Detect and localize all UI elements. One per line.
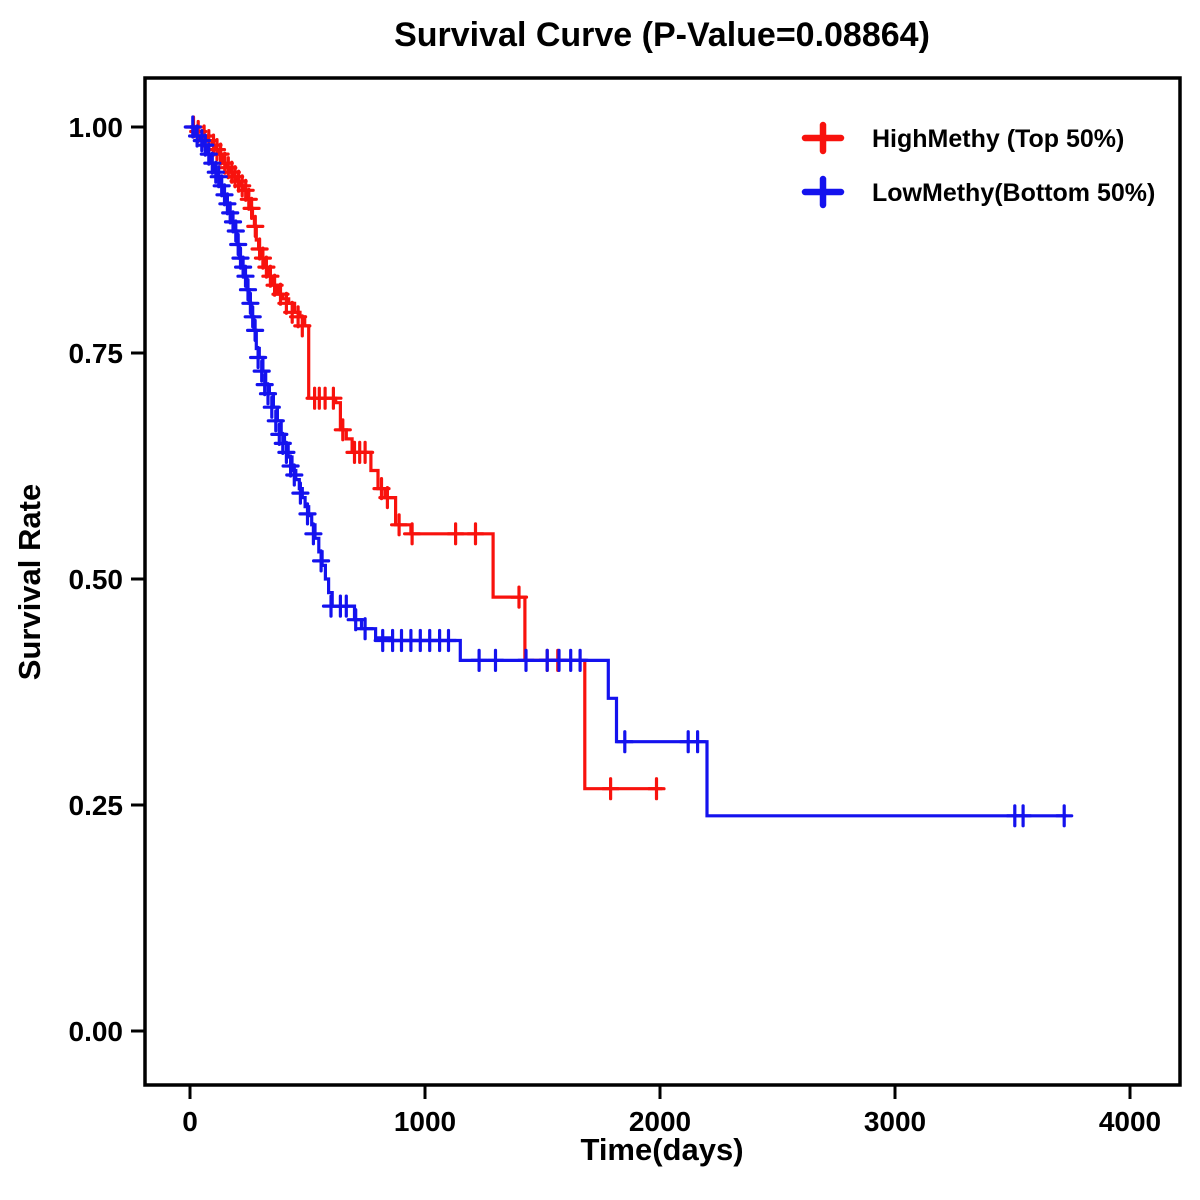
censor-mark	[1014, 804, 1033, 828]
censor-mark	[241, 291, 260, 315]
censor-mark	[255, 373, 274, 397]
plot-frame	[143, 76, 1182, 1087]
censor-mark	[615, 730, 634, 754]
censor-mark	[486, 648, 505, 672]
censor-mark	[647, 777, 666, 801]
censor-mark	[253, 246, 272, 270]
censor-mark	[378, 486, 397, 510]
x-tick-label: 1000	[394, 1106, 456, 1137]
censor-mark	[249, 345, 268, 370]
censor-mark	[239, 187, 258, 211]
censor-mark	[246, 318, 265, 342]
x-axis-label: Time(days)	[580, 1132, 743, 1167]
censor-mark	[209, 165, 228, 189]
censor-mark	[324, 386, 343, 410]
censor-mark	[234, 255, 253, 279]
censor-mark	[439, 628, 458, 653]
censor-mark	[243, 305, 262, 329]
censor-mark	[403, 522, 422, 546]
censor-mark	[293, 314, 312, 338]
censor-mark	[221, 201, 240, 225]
censor-mark	[236, 264, 255, 288]
legend: HighMethy (Top 50%) LowMethy(Bottom 50%)	[801, 121, 1155, 209]
legend-label-highmethy: HighMethy (Top 50%)	[872, 125, 1124, 153]
curves-layer	[183, 115, 1074, 828]
censor-mark	[356, 440, 375, 464]
censor-mark	[252, 359, 271, 383]
censor-mark	[242, 196, 261, 220]
censor-mark	[238, 278, 258, 302]
censor-mark	[229, 232, 248, 257]
survival-curve	[190, 125, 1067, 818]
y-tick-label: 0.25	[69, 790, 124, 821]
censor-mark	[285, 463, 304, 487]
censor-mark	[1055, 804, 1074, 828]
censor-mark	[218, 192, 237, 216]
censor-mark	[390, 513, 409, 537]
censor-mark	[231, 246, 250, 270]
x-tick-label: 0	[182, 1106, 198, 1137]
x-tick-label: 4000	[1099, 1106, 1161, 1137]
censor-mark	[446, 522, 465, 546]
y-tick-label: 0.75	[69, 338, 124, 369]
censor-mark	[466, 522, 485, 546]
censor-mark	[258, 382, 278, 406]
censor-mark	[206, 160, 225, 184]
censor-mark	[337, 594, 356, 618]
x-tick-label: 3000	[864, 1106, 926, 1137]
censor-mark	[688, 730, 707, 754]
x-axis-ticks: 0 1000 2000 3000 4000	[182, 1085, 1161, 1137]
x-tick-label: 2000	[629, 1106, 691, 1137]
y-axis-ticks: 1.00 0.75 0.50 0.25 0.00	[69, 112, 145, 1047]
censor-mark	[212, 174, 231, 198]
censor-mark	[470, 648, 489, 672]
y-tick-label: 1.00	[69, 112, 124, 143]
censor-mark	[346, 608, 365, 632]
censor-mark	[601, 777, 620, 801]
censor-mark	[277, 440, 296, 464]
legend-key-lowmethy-plus-icon	[801, 175, 845, 209]
censor-mark	[250, 237, 269, 261]
censor-mark	[262, 395, 281, 419]
legend-label-lowmethy: LowMethy(Bottom 50%)	[872, 179, 1155, 207]
censor-mark	[333, 418, 352, 442]
censor-mark	[246, 214, 265, 238]
censor-mark	[215, 183, 234, 207]
censor-mark	[291, 481, 310, 505]
y-axis-label: Survival Rate	[12, 484, 47, 680]
censor-mark	[356, 617, 375, 641]
censor-mark	[312, 549, 331, 573]
censor-mark	[222, 160, 241, 184]
censor-mark	[304, 522, 323, 546]
chart-title: Survival Curve (P-Value=0.08864)	[394, 16, 930, 54]
censor-mark	[571, 648, 590, 672]
y-tick-label: 0.00	[69, 1016, 124, 1047]
censor-mark	[266, 409, 285, 433]
censor-mark	[226, 219, 245, 243]
censor-mark	[223, 210, 243, 234]
y-tick-label: 0.50	[69, 564, 124, 595]
censor-mark	[516, 648, 536, 672]
censor-mark	[236, 178, 255, 202]
censor-mark	[509, 585, 529, 609]
censor-mark	[298, 502, 317, 526]
legend-key-highmethy-plus-icon	[801, 121, 845, 155]
